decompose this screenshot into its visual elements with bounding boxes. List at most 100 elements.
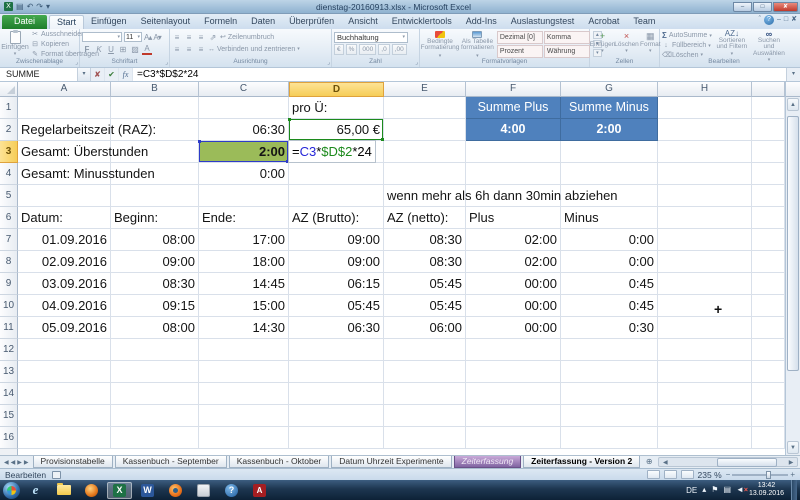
row-header-16[interactable]: 16 (0, 427, 18, 449)
language-indicator[interactable]: DE (686, 485, 698, 495)
grow-font-button[interactable]: A▴ (144, 32, 152, 42)
column-header-partial[interactable] (752, 82, 785, 97)
dialog-launcher-icon[interactable]: ⌟ (165, 60, 168, 66)
cell-E16[interactable] (384, 427, 466, 449)
cell-12[interactable] (752, 339, 785, 361)
row-header-5[interactable]: 5 (0, 185, 18, 207)
help-app-icon[interactable]: ? (219, 482, 244, 499)
cell-G16[interactable] (561, 427, 658, 449)
sheet-tab-provisionstabelle[interactable]: Provisionstabelle (32, 456, 113, 468)
prev-sheet-icon[interactable]: ◀ (10, 459, 16, 466)
file-explorer-icon[interactable] (51, 482, 76, 499)
column-header-A[interactable]: A (18, 82, 111, 97)
wrap-text-button[interactable]: ↩ Zeilenumbruch (220, 33, 275, 42)
cell-H3[interactable] (658, 141, 752, 163)
tab--berpr-fen[interactable]: Überprüfen (289, 16, 335, 26)
cell-1[interactable] (752, 97, 785, 119)
cell-9[interactable] (752, 273, 785, 295)
cell-C4[interactable]: 0:00 (199, 163, 289, 185)
sheet-tab-kassenbuch-september[interactable]: Kassenbuch - September (114, 456, 227, 468)
font-size-select[interactable]: 11 ▾ (124, 32, 142, 42)
cell-F15[interactable] (466, 405, 561, 427)
tab-einf-gen[interactable]: Einfügen (91, 16, 127, 26)
zoom-in-icon[interactable]: + (790, 470, 795, 479)
paste-button[interactable]: Einfügen ▾ (1, 30, 29, 59)
cell-C15[interactable] (199, 405, 289, 427)
style-prozent[interactable]: Prozent (496, 45, 543, 58)
cell-15[interactable] (752, 405, 785, 427)
cell-G9[interactable]: 0:45 (561, 273, 658, 295)
expand-formula-bar-icon[interactable]: ▾ (786, 68, 800, 81)
cell-B14[interactable] (111, 383, 199, 405)
row-header-2[interactable]: 2 (0, 119, 18, 141)
row-header-12[interactable]: 12 (0, 339, 18, 361)
cell-G5[interactable] (561, 185, 658, 207)
first-sheet-icon[interactable]: ◀ (4, 459, 9, 466)
cell-H4[interactable] (658, 163, 752, 185)
cancel-icon[interactable]: ✘ (91, 68, 105, 81)
cell-B16[interactable] (111, 427, 199, 449)
cell-A5[interactable] (18, 185, 111, 207)
cell-H10[interactable] (658, 295, 752, 317)
font-name-select[interactable]: ▾ (82, 32, 122, 42)
cell-B15[interactable] (111, 405, 199, 427)
bold-button[interactable]: F (84, 44, 90, 54)
enter-icon[interactable]: ✔ (105, 68, 119, 81)
tab-daten[interactable]: Daten (251, 16, 276, 26)
cell-B2[interactable] (111, 119, 199, 141)
cell-D15[interactable] (289, 405, 384, 427)
align-left-icon[interactable]: ≡ (174, 44, 180, 54)
fill-button[interactable]: ↓ Füllbereich ▾ (662, 42, 712, 49)
align-center-icon[interactable]: ≡ (186, 44, 192, 54)
tab-team[interactable]: Team (633, 16, 656, 26)
cell-G13[interactable] (561, 361, 658, 383)
dialog-launcher-icon[interactable]: ⌟ (75, 60, 78, 66)
action-center-icon[interactable]: ⚑ (711, 485, 719, 494)
cell-B6[interactable]: Beginn: (111, 207, 199, 229)
cell-D4[interactable] (289, 163, 384, 185)
cell-D8[interactable]: 09:00 (289, 251, 384, 273)
cell-E6[interactable]: AZ (netto): (384, 207, 466, 229)
cell-G14[interactable] (561, 383, 658, 405)
font-color-button[interactable]: A (142, 44, 152, 55)
tab-formeln[interactable]: Formeln (204, 16, 238, 26)
align-right-icon[interactable]: ≡ (198, 44, 204, 54)
excel-taskbar-icon[interactable]: X (107, 481, 132, 499)
clock[interactable]: 13:42 13.09.2016 (749, 482, 788, 498)
adobe-reader-icon[interactable]: A (247, 482, 272, 499)
row-header-3[interactable]: 3 (0, 141, 18, 163)
minimize-ribbon-icon[interactable]: ˆ (758, 16, 761, 23)
format-as-table-button[interactable]: Als Tabelle formatieren ▾ (461, 31, 494, 59)
cell-D9[interactable]: 06:15 (289, 273, 384, 295)
cell-B3[interactable] (111, 141, 199, 163)
cell-G11[interactable]: 0:30 (561, 317, 658, 339)
cell-B12[interactable] (111, 339, 199, 361)
cell-A7[interactable]: 01.09.2016 (18, 229, 111, 251)
cell-C10[interactable]: 15:00 (199, 295, 289, 317)
align-top-icon[interactable]: ≡ (174, 32, 180, 42)
cell-H11[interactable] (658, 317, 752, 339)
cell-E12[interactable] (384, 339, 466, 361)
cell-E9[interactable]: 05:45 (384, 273, 466, 295)
cell-H1[interactable] (658, 97, 752, 119)
sheet-tab-zeiterfassung-version-2[interactable]: Zeiterfassung - Version 2 (523, 456, 641, 468)
underline-button[interactable]: U (108, 44, 114, 54)
cell-D2[interactable]: 65,00 € (288, 118, 384, 141)
excel-logo-icon[interactable]: X (4, 2, 13, 11)
cell-H9[interactable] (658, 273, 752, 295)
notes-app-icon[interactable] (191, 482, 216, 499)
zoom-out-icon[interactable]: − (725, 470, 731, 479)
tab-seitenlayout[interactable]: Seitenlayout (140, 16, 191, 26)
cell-C8[interactable]: 18:00 (199, 251, 289, 273)
autosum-button[interactable]: Σ AutoSumme ▾ (662, 31, 712, 40)
cell-C1[interactable] (199, 97, 289, 119)
cell-G2[interactable]: 2:00 (561, 119, 658, 141)
cell-F10[interactable]: 00:00 (466, 295, 561, 317)
gallery-more-icon[interactable]: ▾ (592, 49, 602, 57)
cell-H7[interactable] (658, 229, 752, 251)
row-header-1[interactable]: 1 (0, 97, 18, 119)
cell-A13[interactable] (18, 361, 111, 383)
cell-F6[interactable]: Plus (466, 207, 561, 229)
cell-D7[interactable]: 09:00 (289, 229, 384, 251)
format-painter-button[interactable]: ✎ Format übertragen (32, 51, 99, 58)
